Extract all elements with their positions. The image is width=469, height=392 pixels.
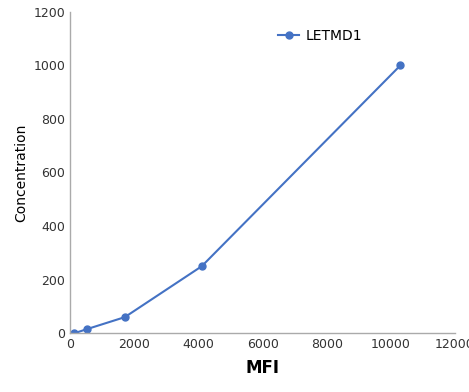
Legend: LETMD1: LETMD1 <box>274 25 367 47</box>
LETMD1 <box>72 331 77 336</box>
X-axis label: MFI: MFI <box>246 359 280 377</box>
LETMD1 <box>84 327 90 332</box>
LETMD1 <box>199 264 204 269</box>
Y-axis label: Concentration: Concentration <box>14 123 28 221</box>
LETMD1 <box>398 63 403 68</box>
Line: LETMD1: LETMD1 <box>71 62 404 337</box>
LETMD1 <box>122 315 128 319</box>
